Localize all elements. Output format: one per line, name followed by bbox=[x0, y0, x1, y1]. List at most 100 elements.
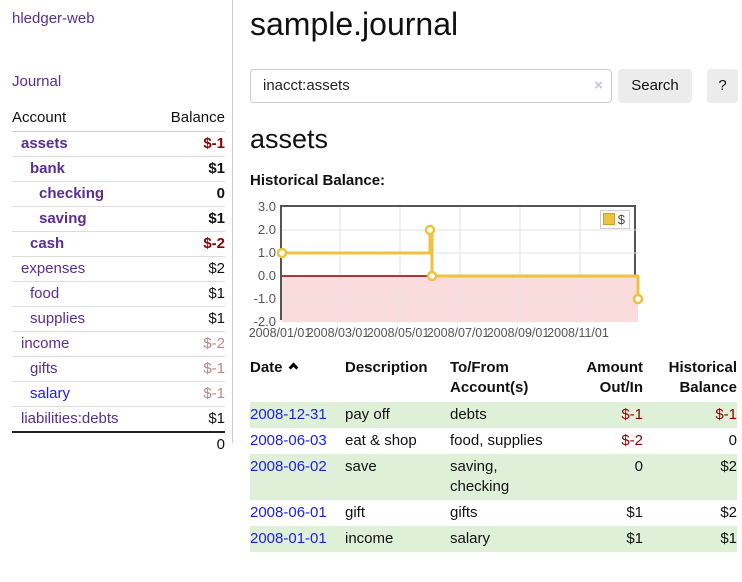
account-link-expenses[interactable]: expenses bbox=[21, 260, 86, 277]
sidebar: hledger-web Journal Account Balance asse… bbox=[0, 0, 233, 457]
register-row: 2008-06-02 save saving, checking 0 $2 bbox=[250, 453, 737, 500]
transaction-description: save bbox=[345, 453, 450, 500]
accounts-header-account: Account bbox=[12, 106, 154, 132]
transaction-date-link[interactable]: 2008-06-03 bbox=[250, 431, 327, 449]
account-row-supplies: supplies $1 bbox=[12, 306, 225, 332]
accounts-table: Account Balance assets $-1 bank $1 check… bbox=[12, 106, 225, 457]
accounts-total-value: 0 bbox=[153, 431, 225, 457]
register-header-amount: Amount Out/In bbox=[586, 358, 643, 396]
x-tick-label: 2008/09/01 bbox=[486, 325, 550, 340]
transaction-balance: $2 bbox=[643, 453, 737, 500]
register-header-balance: Historical Balance bbox=[668, 358, 737, 396]
account-link-saving[interactable]: saving bbox=[39, 210, 87, 227]
y-tick-label: 1.0 bbox=[257, 244, 276, 260]
account-row-cash: cash $-2 bbox=[12, 231, 225, 257]
search-bar: × Search ? bbox=[250, 68, 738, 103]
account-heading: assets bbox=[250, 123, 329, 154]
account-link-assets[interactable]: assets bbox=[21, 135, 68, 152]
accounts-total-row: 0 bbox=[12, 431, 225, 457]
account-link-salary[interactable]: salary bbox=[30, 385, 71, 402]
account-balance: $1 bbox=[153, 306, 225, 332]
transaction-accounts: debts bbox=[450, 401, 562, 428]
x-tick-label: 2008/07/01 bbox=[426, 325, 490, 340]
app-title-link[interactable]: hledger-web bbox=[12, 10, 95, 27]
transaction-balance: $-1 bbox=[643, 401, 737, 428]
sidebar-item-journal[interactable]: Journal bbox=[12, 73, 62, 90]
transaction-amount: 0 bbox=[562, 453, 643, 500]
register-row: 2008-01-01 income salary $1 $1 bbox=[250, 525, 737, 552]
account-link-checking[interactable]: checking bbox=[39, 185, 105, 202]
transaction-accounts: food, supplies bbox=[450, 431, 543, 449]
x-tick-label: 2008/03/01 bbox=[306, 325, 370, 340]
historical-balance-chart: 3.0 2.0 1.0 0.0 -1.0 -2.0 bbox=[249, 198, 738, 342]
register-header-tofrom: To/From Account(s) bbox=[450, 358, 529, 396]
account-link-supplies[interactable]: supplies bbox=[30, 310, 86, 327]
register-row: 2008-06-01 gift gifts $1 $2 bbox=[250, 500, 737, 526]
transaction-date-link[interactable]: 2008-06-02 bbox=[250, 457, 327, 475]
series-swatch-icon bbox=[602, 213, 615, 226]
transaction-balance: 0 bbox=[728, 431, 737, 449]
account-row-income: income $-2 bbox=[12, 331, 225, 357]
account-balance: $2 bbox=[153, 256, 225, 282]
x-axis-labels: 2008/01/01 2008/03/01 2008/05/01 2008/07… bbox=[249, 325, 636, 342]
register-header-date[interactable]: Date bbox=[250, 356, 345, 402]
transaction-accounts: gifts bbox=[450, 503, 478, 521]
account-row-gifts: gifts $-1 bbox=[12, 356, 225, 382]
account-row-food: food $1 bbox=[12, 281, 225, 307]
transaction-date-link[interactable]: 2008-06-01 bbox=[250, 503, 327, 521]
y-tick-label: 3.0 bbox=[257, 198, 276, 214]
main-content: sample.journal × Search ? assets Histori… bbox=[233, 0, 742, 582]
transaction-description: pay off bbox=[345, 401, 450, 428]
y-tick-label: 0.0 bbox=[257, 267, 276, 283]
transaction-date-link[interactable]: 2008-12-31 bbox=[250, 405, 327, 423]
account-row-bank: bank $1 bbox=[12, 156, 225, 182]
clear-search-icon[interactable]: × bbox=[594, 76, 603, 94]
search-input[interactable] bbox=[250, 68, 612, 103]
y-tick-label: 2.0 bbox=[257, 221, 276, 237]
series-label: $ bbox=[617, 211, 625, 227]
accounts-header-balance: Balance bbox=[153, 106, 225, 132]
transaction-amount: $-2 bbox=[621, 431, 643, 449]
account-row-salary: salary $-1 bbox=[12, 381, 225, 407]
transaction-date-link[interactable]: 2008-01-01 bbox=[250, 529, 327, 547]
transaction-amount: $1 bbox=[562, 525, 643, 552]
account-balance: $1 bbox=[153, 281, 225, 307]
transaction-balance: $2 bbox=[720, 503, 737, 521]
account-balance: $1 bbox=[153, 406, 225, 433]
transaction-amount: $-1 bbox=[562, 401, 643, 428]
account-balance: $-2 bbox=[153, 231, 225, 257]
chart-title: Historical Balance: bbox=[250, 171, 386, 189]
account-link-cash[interactable]: cash bbox=[30, 235, 65, 252]
account-balance: $-1 bbox=[153, 381, 225, 407]
account-balance: 0 bbox=[153, 181, 225, 207]
account-row-checking: checking 0 bbox=[12, 181, 225, 207]
account-link-income[interactable]: income bbox=[21, 335, 70, 352]
transaction-description: eat & shop bbox=[345, 431, 417, 449]
account-balance: $-1 bbox=[153, 356, 225, 382]
help-button[interactable]: ? bbox=[707, 68, 738, 103]
x-tick-label: 2008/01/01 bbox=[248, 325, 312, 340]
account-balance: $-2 bbox=[153, 331, 225, 357]
account-link-bank[interactable]: bank bbox=[30, 160, 66, 177]
register-header-row: Date Description To/From Account(s) Amou… bbox=[250, 356, 737, 402]
account-row-expenses: expenses $2 bbox=[12, 256, 225, 282]
y-tick-label: -1.0 bbox=[253, 290, 276, 306]
search-button[interactable]: Search bbox=[618, 68, 692, 103]
transaction-balance: $1 bbox=[643, 525, 737, 552]
account-link-liabilities-debts[interactable]: liabilities:debts bbox=[21, 410, 119, 427]
chart-plot-area: $ bbox=[276, 204, 644, 322]
accounts-header-row: Account Balance bbox=[12, 106, 225, 132]
account-link-food[interactable]: food bbox=[30, 285, 60, 302]
sort-ascending-icon bbox=[288, 362, 298, 373]
transaction-description: income bbox=[345, 525, 450, 552]
register-header-description: Description bbox=[345, 358, 428, 376]
register-row: 2008-06-03 eat & shop food, supplies $-2… bbox=[250, 428, 737, 454]
register-table: Date Description To/From Account(s) Amou… bbox=[250, 356, 737, 552]
transaction-accounts: salary bbox=[450, 525, 562, 552]
transaction-description: gift bbox=[345, 503, 366, 521]
account-balance: $1 bbox=[153, 156, 225, 182]
account-balance: $1 bbox=[153, 206, 225, 232]
account-row-liabilities-debts: liabilities:debts $1 bbox=[12, 406, 225, 433]
account-link-gifts[interactable]: gifts bbox=[30, 360, 58, 377]
x-tick-label: 2008/11/01 bbox=[547, 325, 609, 340]
